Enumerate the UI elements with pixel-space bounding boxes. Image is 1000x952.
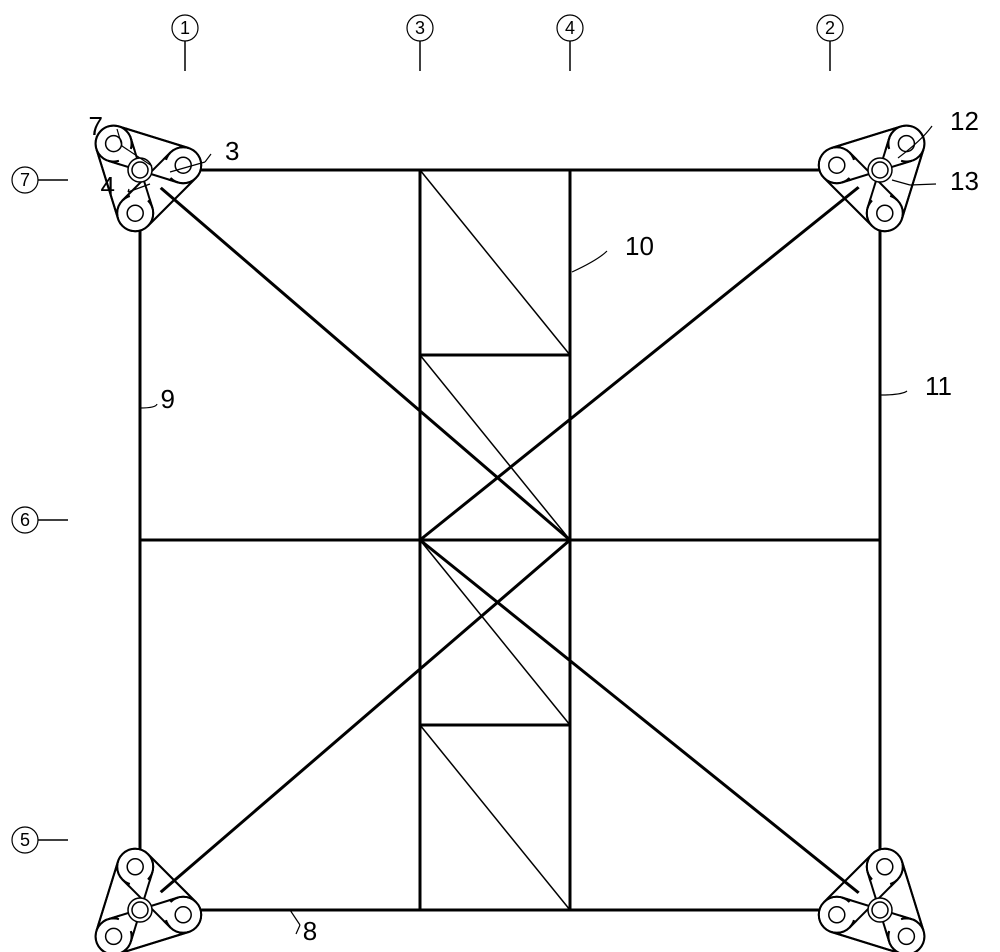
svg-text:3: 3 [225, 136, 239, 166]
svg-text:4: 4 [565, 18, 575, 38]
svg-text:2: 2 [825, 18, 835, 38]
svg-text:3: 3 [415, 18, 425, 38]
svg-text:9: 9 [161, 384, 175, 414]
svg-text:6: 6 [20, 510, 30, 530]
svg-text:1: 1 [180, 18, 190, 38]
svg-text:8: 8 [303, 916, 317, 946]
svg-text:7: 7 [89, 111, 103, 141]
svg-text:11: 11 [925, 371, 952, 401]
svg-text:5: 5 [20, 830, 30, 850]
svg-text:7: 7 [20, 170, 30, 190]
svg-text:12: 12 [950, 106, 979, 136]
svg-text:10: 10 [625, 231, 654, 261]
svg-text:13: 13 [950, 166, 979, 196]
svg-text:4: 4 [101, 171, 115, 201]
